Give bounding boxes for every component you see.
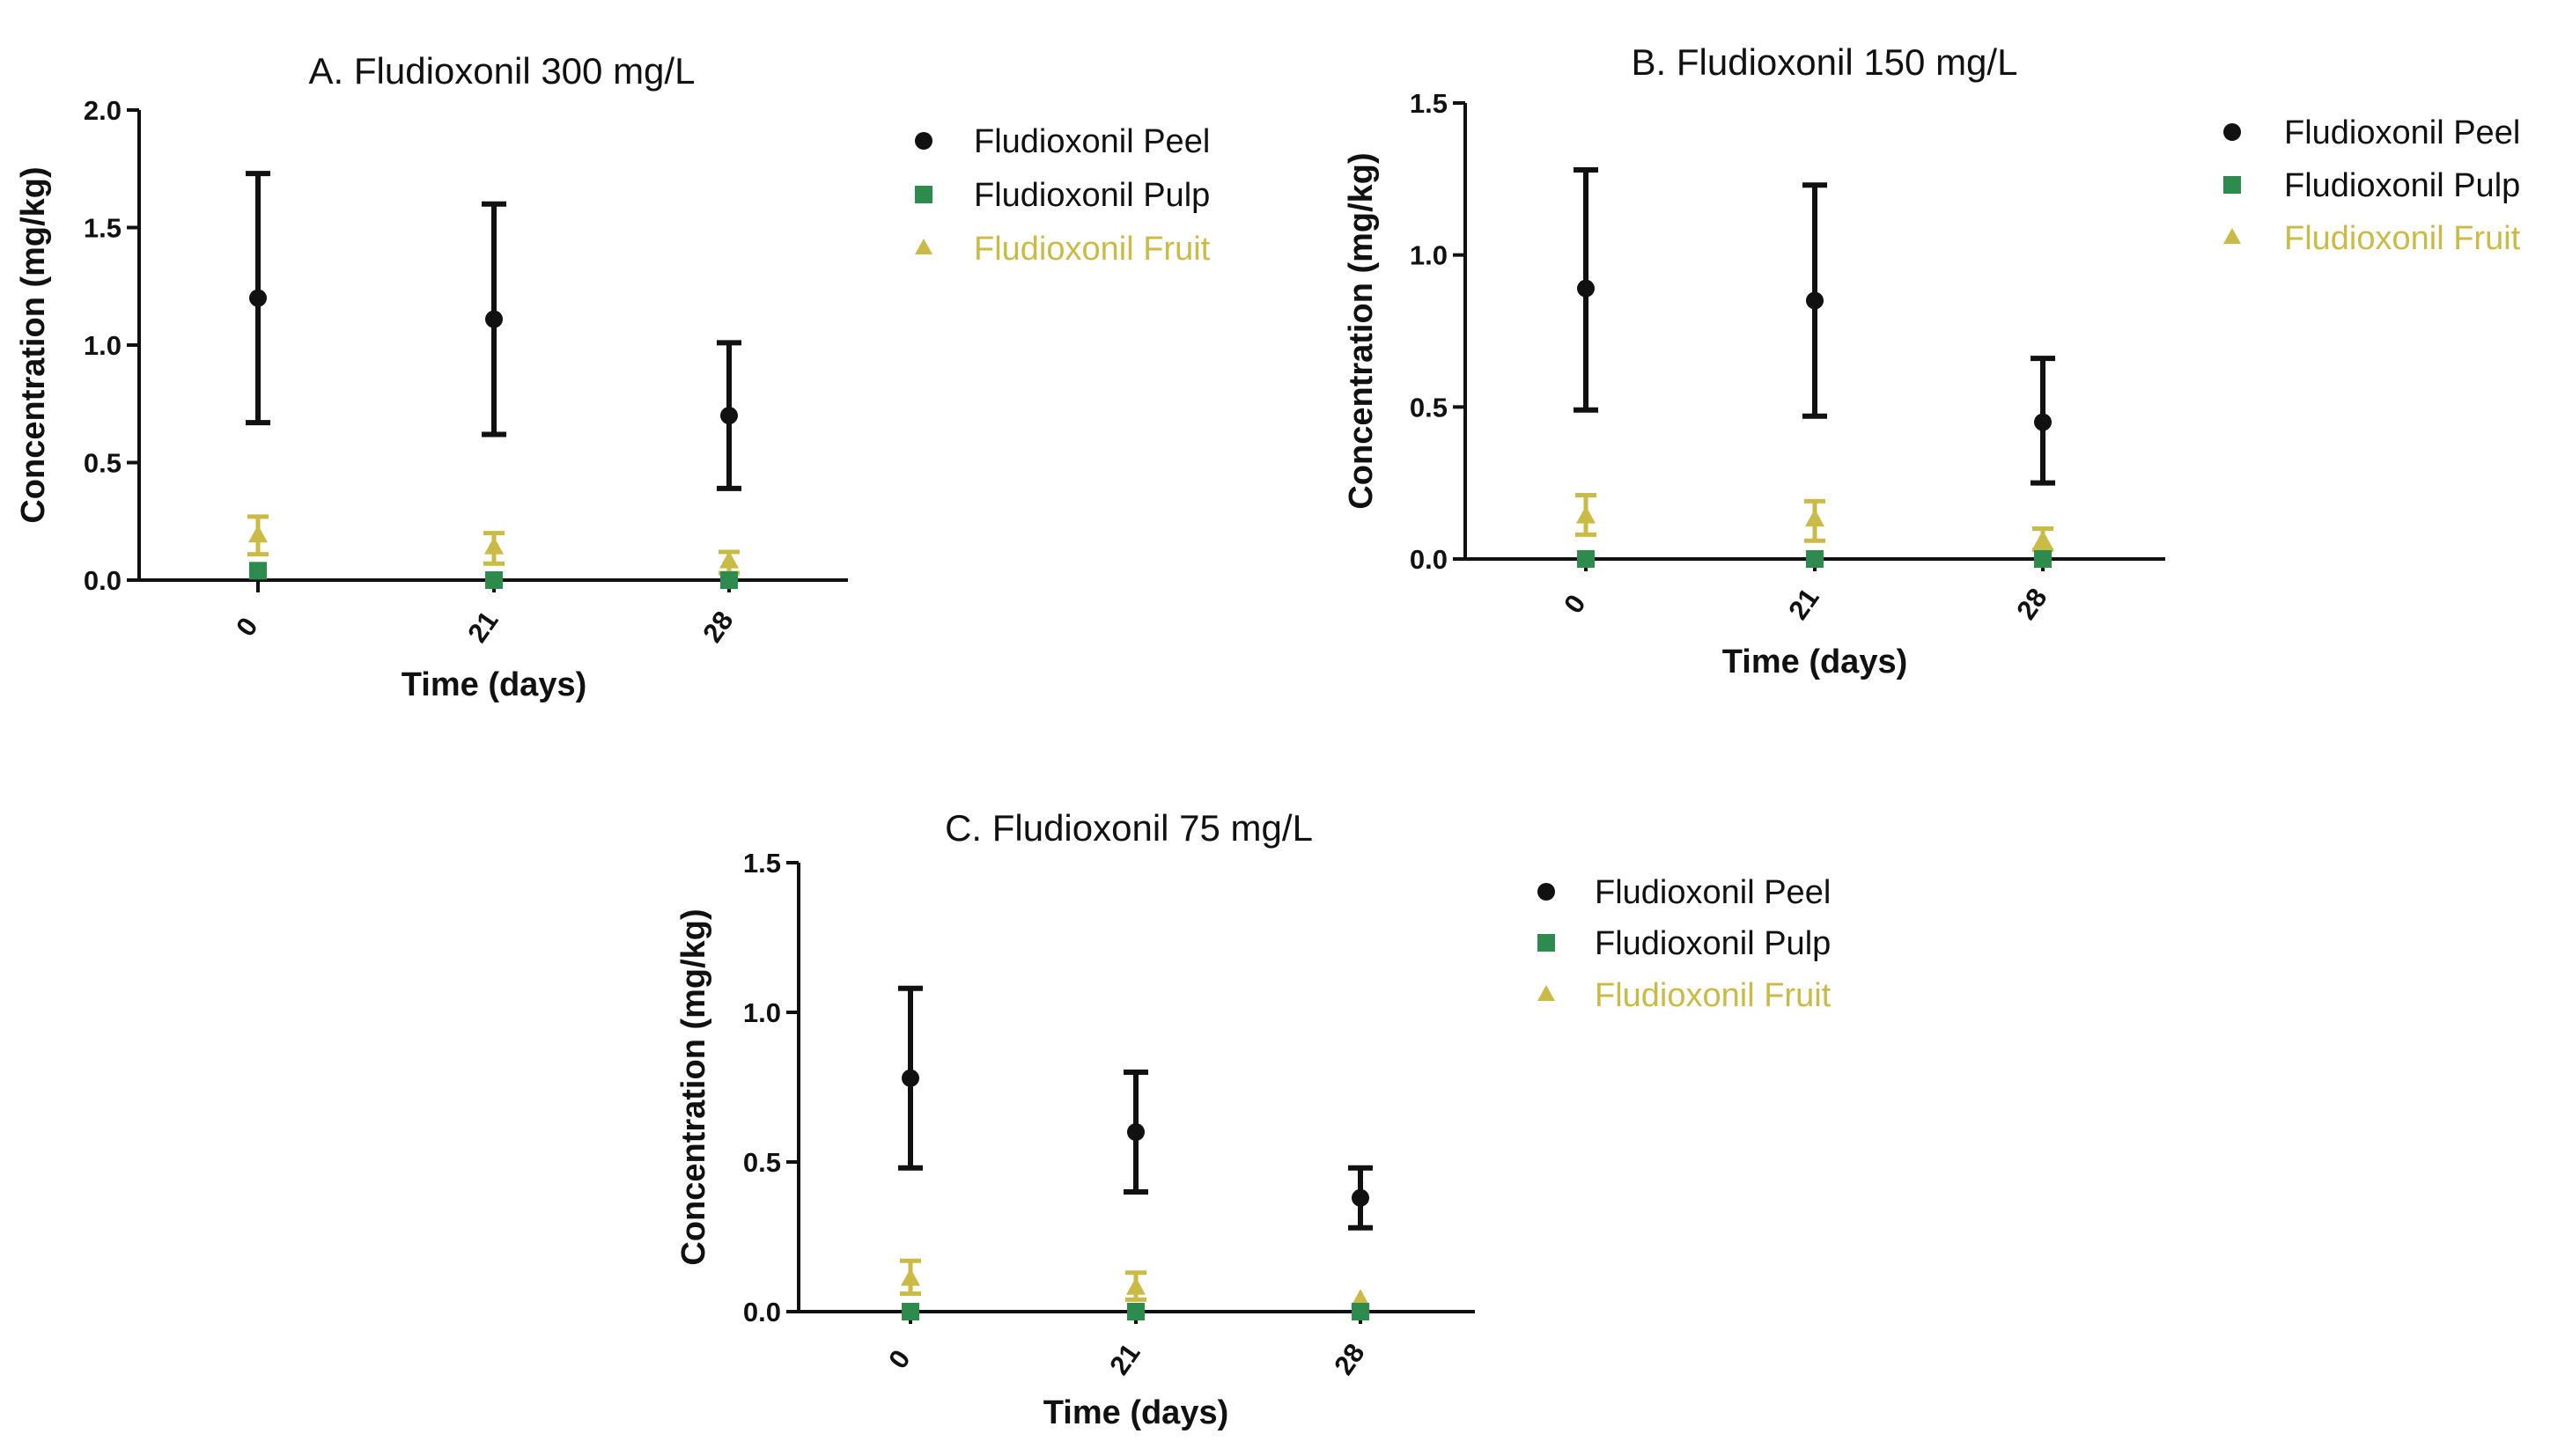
legend-label: Fludioxonil Pulp <box>974 177 1210 214</box>
chart-title: B. Fludioxonil 150 mg/L <box>1632 41 2018 83</box>
y-tick-label: 0.0 <box>1410 544 1448 575</box>
y-tick-label: 2.0 <box>84 95 122 126</box>
data-point-pulp <box>720 571 738 589</box>
y-tick-label: 1.0 <box>743 997 781 1028</box>
data-point-pulp <box>1352 1303 1369 1320</box>
x-tick-label: 28 <box>1328 1338 1370 1380</box>
chart-panel-a: A. Fludioxonil 300 mg/L 0.0 0.5 1.0 1.5 2.0 Co… <box>15 50 1211 703</box>
y-axis-label: Concentration (mg/kg) <box>15 166 52 523</box>
chart-title: C. Fludioxonil 75 mg/L <box>945 807 1313 849</box>
data-point-peel <box>1127 1123 1145 1141</box>
data-point-peel <box>1352 1188 1369 1207</box>
x-tick-label: 28 <box>2010 583 2053 625</box>
data-point-pulp <box>1577 550 1595 568</box>
x-tick-label: 0 <box>1558 589 1592 619</box>
legend-label: Fludioxonil Peel <box>1595 874 1831 911</box>
data-point-fruit <box>2033 530 2053 548</box>
legend-label: Fludioxonil Peel <box>2284 114 2520 151</box>
legend-label: Fludioxonil Fruit <box>1595 977 1832 1014</box>
x-tick-label: 21 <box>1782 583 1824 625</box>
data-point-peel <box>485 310 503 328</box>
legend-marker-pulp <box>2223 176 2241 194</box>
data-point-pulp <box>2034 550 2052 568</box>
data-point-peel <box>902 1069 919 1087</box>
data-point-pulp <box>249 562 267 580</box>
x-axis-label: Time (days) <box>1043 1394 1228 1431</box>
y-axis-label: Concentration (mg/kg) <box>675 908 712 1265</box>
y-tick-label: 0.5 <box>1410 392 1448 423</box>
data-point-fruit <box>1576 505 1596 524</box>
x-axis-label: Time (days) <box>402 666 586 703</box>
legend-marker-fruit <box>2223 228 2241 244</box>
x-tick-label: 0 <box>230 612 264 642</box>
data-point-peel <box>1577 279 1595 298</box>
data-point-peel <box>249 289 267 307</box>
chart-title: A. Fludioxonil 300 mg/L <box>309 50 696 92</box>
data-point-peel <box>2034 413 2052 431</box>
chart-panel-c: C. Fludioxonil 75 mg/L 0.0 0.5 1.0 1.5 Concen… <box>675 807 1832 1431</box>
x-axis-label: Time (days) <box>1722 643 1907 680</box>
y-tick-label: 1.5 <box>1410 88 1448 119</box>
x-tick-label: 0 <box>882 1344 917 1374</box>
data-point-peel <box>1806 291 1824 310</box>
y-tick-label: 0.0 <box>743 1297 781 1327</box>
y-axis-label: Concentration (mg/kg) <box>1343 152 1380 509</box>
legend-label: Fludioxonil Fruit <box>2284 220 2521 257</box>
legend-marker-pulp <box>1537 934 1555 952</box>
legend-marker-fruit <box>1537 985 1555 1001</box>
data-point-fruit <box>484 536 504 555</box>
data-point-pulp <box>485 571 503 589</box>
legend-label: Fludioxonil Pulp <box>2284 167 2520 204</box>
data-point-pulp <box>1806 550 1824 568</box>
y-tick-label: 1.0 <box>84 330 122 361</box>
y-tick-label: 1.5 <box>84 213 122 244</box>
data-point-fruit <box>1805 509 1824 527</box>
data-point-fruit <box>1351 1289 1370 1307</box>
legend-marker-pulp <box>915 186 932 203</box>
legend-marker-peel <box>915 132 932 150</box>
y-tick-label: 1.5 <box>743 848 781 879</box>
legend-label: Fludioxonil Pulp <box>1595 925 1831 962</box>
y-tick-label: 0.5 <box>743 1147 781 1178</box>
data-point-fruit <box>719 550 739 569</box>
legend-marker-fruit <box>915 239 932 254</box>
y-tick-label: 0.0 <box>84 565 122 596</box>
data-point-fruit <box>901 1268 920 1286</box>
x-tick-label: 28 <box>697 606 739 648</box>
legend-label: Fludioxonil Fruit <box>974 231 1211 268</box>
data-point-peel <box>720 407 738 425</box>
data-point-pulp <box>902 1303 919 1320</box>
data-point-pulp <box>1127 1303 1145 1320</box>
legend-marker-peel <box>1537 883 1555 901</box>
x-tick-label: 21 <box>461 606 504 648</box>
x-tick-label: 21 <box>1103 1338 1146 1380</box>
legend-label: Fludioxonil Peel <box>974 123 1210 160</box>
y-tick-label: 1.0 <box>1410 240 1448 271</box>
data-point-fruit <box>1126 1276 1146 1295</box>
legend-marker-peel <box>2223 123 2241 141</box>
chart-panel-b: B. Fludioxonil 150 mg/L 0.0 0.5 1.0 1.5 Conce… <box>1343 41 2521 680</box>
data-point-fruit <box>248 525 268 543</box>
y-tick-label: 0.5 <box>84 448 122 479</box>
